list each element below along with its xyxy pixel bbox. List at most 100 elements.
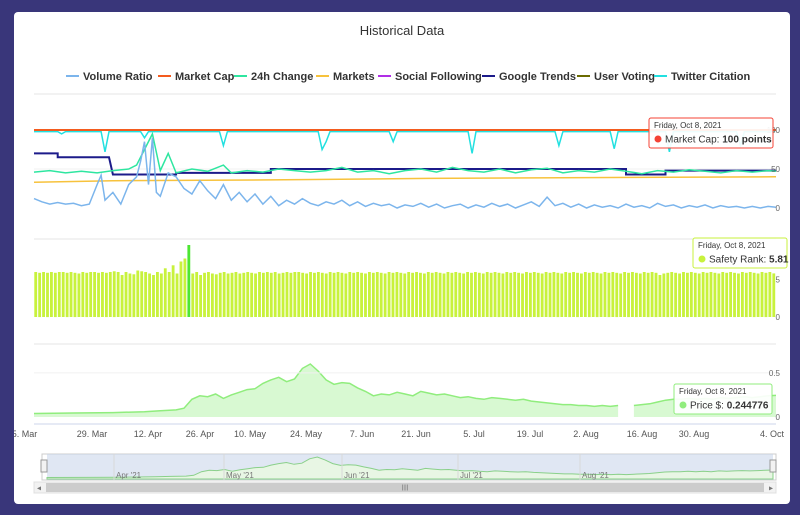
legend-item[interactable]: Social Following [395, 71, 482, 83]
scrollbar-left-arrow[interactable]: ◂ [37, 484, 41, 493]
tooltip-text: Price $: 0.244776 [690, 401, 769, 412]
legend-item[interactable]: Volume Ratio [83, 71, 153, 83]
safety-bar [638, 273, 642, 317]
safety-bar [246, 272, 250, 317]
safety-bar [564, 272, 568, 317]
scrollbar[interactable]: ◂ ▸ III [33, 481, 777, 494]
safety-bar [489, 272, 493, 318]
safety-bar [242, 272, 246, 318]
scrollbar-grip[interactable]: III [402, 484, 409, 493]
safety-bar [619, 273, 623, 317]
safety-bar [737, 273, 740, 317]
safety-bar [642, 272, 646, 317]
safety-bar [760, 272, 764, 317]
legend-item[interactable]: User Voting [594, 71, 655, 83]
safety-bar [591, 272, 595, 317]
safety-bar [324, 273, 328, 317]
x-tick-label: 4. Oct [760, 429, 785, 439]
safety-bar [701, 272, 705, 317]
safety-bar [419, 272, 422, 318]
safety-bar [611, 272, 615, 317]
chart-card: Historical Data Volume Ratio Market Cap 24… [14, 12, 790, 504]
safety-bar [222, 272, 226, 317]
safety-bar [442, 273, 446, 317]
safety-bar [430, 272, 434, 318]
safety-bar [548, 272, 552, 318]
safety-bar [289, 272, 293, 318]
legend-item[interactable]: Twitter Citation [671, 71, 751, 83]
navigator-labels: Apr '21 May '21 Jun '21 Jul '21 Aug '21 [113, 454, 609, 480]
x-tick-label: 15. Mar [14, 429, 37, 439]
safety-bar [528, 272, 532, 318]
safety-bar [422, 273, 426, 317]
x-tick-label: 21. Jun [401, 429, 431, 439]
safety-bar [744, 272, 748, 318]
safety-bar [258, 272, 261, 317]
tooltip-date: Friday, Oct 8, 2021 [654, 121, 722, 130]
safety-bar [336, 272, 340, 317]
x-tick-label: 19. Jul [517, 429, 544, 439]
safety-bar [144, 272, 148, 317]
x-tick-label: 16. Aug [627, 429, 658, 439]
navigator-handle-left[interactable] [40, 459, 48, 473]
safety-bar [426, 272, 430, 317]
safety-bar [446, 272, 450, 317]
safety-bar [552, 272, 556, 317]
safety-bar [120, 275, 124, 317]
safety-bar [583, 272, 587, 317]
safety-bar [725, 272, 729, 318]
safety-bar [375, 272, 379, 317]
safety-bar [254, 273, 257, 317]
safety-bar [34, 272, 38, 317]
safety-bar [203, 272, 206, 318]
safety-bar [670, 272, 674, 317]
scrollbar-right-arrow[interactable]: ▸ [769, 484, 773, 493]
safety-bar [136, 270, 140, 317]
safety-bar [383, 273, 387, 317]
navigator-handle-right[interactable] [769, 459, 777, 473]
safety-bar [505, 272, 509, 317]
safety-bar [729, 272, 733, 317]
safety-bar [108, 272, 112, 317]
legend-item[interactable]: Google Trends [499, 71, 576, 83]
safety-bar [140, 271, 144, 318]
safety-bar [124, 272, 128, 317]
safety-rank-panel: 50 [34, 245, 781, 322]
safety-bar [379, 272, 383, 318]
y-tick-label: 0.5 [769, 369, 781, 378]
safety-bar [46, 272, 49, 318]
safety-bar [316, 272, 320, 317]
safety-bar [61, 272, 65, 317]
safety-bar [748, 272, 752, 317]
safety-bar [697, 273, 701, 317]
legend-item[interactable]: Markets [333, 71, 375, 83]
x-tick-label: 12. Apr [134, 429, 163, 439]
x-tick-label: 2. Aug [573, 429, 599, 439]
safety-bar [470, 272, 473, 318]
y-tick-label: 5 [776, 276, 781, 285]
safety-bar [293, 272, 297, 317]
navigator[interactable]: Apr '21 May '21 Jun '21 Jul '21 Aug '21 [40, 453, 777, 481]
safety-bar [65, 272, 69, 318]
safety-bar [674, 272, 678, 318]
legend-item[interactable]: Market Cap [175, 71, 235, 83]
safety-bar [450, 272, 454, 318]
series-line [34, 129, 777, 154]
safety-bar [269, 272, 273, 318]
safety-bar [560, 273, 564, 317]
safety-bar [85, 272, 89, 318]
safety-bar [391, 272, 395, 318]
safety-bar [387, 272, 391, 317]
safety-bar [595, 272, 599, 318]
price-line [33, 363, 619, 415]
safety-bar [69, 272, 73, 317]
navigator-label: Jul '21 [460, 471, 483, 480]
y-tick-label: 0 [776, 204, 781, 213]
safety-bar [517, 272, 521, 318]
scrollbar-thumb[interactable] [46, 483, 764, 492]
safety-bar [57, 272, 61, 317]
legend-item[interactable]: 24h Change [251, 71, 313, 83]
tooltip-marker [654, 135, 662, 143]
legend[interactable]: Volume Ratio Market Cap 24h Change Markets S… [66, 71, 751, 83]
safety-bar [666, 272, 670, 318]
